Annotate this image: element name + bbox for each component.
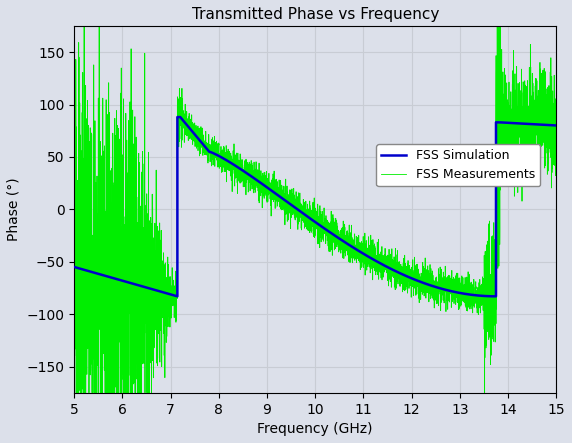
FSS Simulation (144, 285, 150, 290)
Line: FSS Simulation: FSS Simulation (74, 117, 556, 296)
FSS Simulation (174, 294, 181, 299)
FSS Measurements (431, 287, 438, 292)
FSS Measurements (384, 262, 391, 267)
FSS Simulation (289, 203, 296, 208)
FSS Measurements (81, 23, 88, 28)
FSS Simulation (157, 289, 164, 294)
FSS Simulation (553, 123, 559, 128)
FSS Measurements (553, 158, 559, 163)
Y-axis label: Phase (°): Phase (°) (7, 178, 21, 241)
FSS Measurements (360, 255, 367, 260)
X-axis label: Frequency (GHz): Frequency (GHz) (257, 422, 373, 436)
FSS Simulation (422, 281, 428, 286)
FSS Simulation (174, 114, 181, 120)
FSS Measurements (158, 290, 165, 295)
FSS Simulation (539, 122, 546, 127)
FSS Measurements (71, 367, 78, 372)
FSS Simulation (71, 264, 78, 270)
FSS Measurements (255, 172, 262, 178)
Title: Transmitted Phase vs Frequency: Transmitted Phase vs Frequency (192, 7, 439, 22)
FSS Measurements (71, 390, 78, 396)
FSS Simulation (333, 234, 340, 239)
Legend: FSS Simulation, FSS Measurements: FSS Simulation, FSS Measurements (376, 144, 541, 187)
FSS Measurements (467, 297, 474, 303)
Line: FSS Measurements: FSS Measurements (74, 26, 556, 393)
